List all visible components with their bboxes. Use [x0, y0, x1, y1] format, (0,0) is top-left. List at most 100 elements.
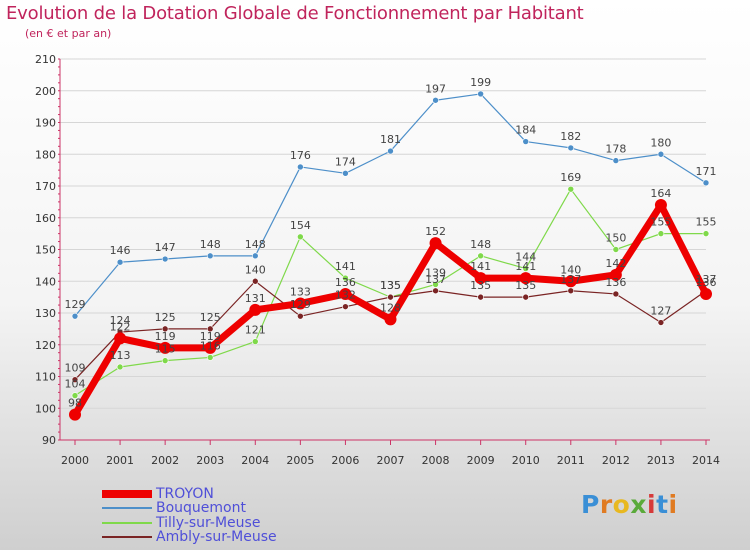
data-label-ambly-sur-meuse: 109 — [65, 362, 86, 375]
data-label-tilly-sur-meuse: 104 — [65, 378, 86, 391]
data-point-bouquemont — [522, 138, 530, 145]
logo-letter: P — [581, 490, 600, 519]
data-label-bouquemont: 197 — [425, 82, 446, 95]
data-label-tilly-sur-meuse: 121 — [245, 324, 266, 337]
legend-label: Ambly-sur-Meuse — [156, 529, 277, 545]
y-tick-label: 170 — [35, 180, 56, 193]
logo-letter: i — [668, 490, 678, 519]
data-point-ambly-sur-meuse — [387, 293, 394, 301]
data-label-ambly-sur-meuse: 136 — [605, 276, 626, 289]
data-point-bouquemont — [116, 258, 124, 266]
data-point-troyon — [294, 297, 307, 310]
logo-letter: x — [630, 490, 647, 519]
data-label-troyon: 136 — [335, 276, 356, 289]
chart-subtitle: (en € et par an) — [25, 27, 112, 40]
data-point-troyon — [159, 341, 172, 354]
data-point-troyon — [249, 303, 262, 316]
data-label-troyon: 133 — [290, 285, 311, 298]
data-label-troyon: 131 — [245, 292, 266, 305]
data-point-tilly-sur-meuse — [612, 246, 620, 253]
data-point-tilly-sur-meuse — [522, 265, 530, 272]
x-tick-label: 2006 — [331, 454, 359, 467]
legend-item-bouquemont: Bouquemont — [102, 500, 246, 516]
data-label-ambly-sur-meuse: 125 — [155, 311, 176, 324]
x-tick-label: 2012 — [602, 454, 630, 467]
y-tick-label: 130 — [35, 307, 56, 320]
data-point-bouquemont — [477, 90, 484, 98]
data-point-tilly-sur-meuse — [297, 233, 304, 241]
data-label-tilly-sur-meuse: 116 — [200, 339, 221, 352]
data-point-tilly-sur-meuse — [161, 357, 169, 364]
data-label-troyon: 141 — [470, 260, 491, 273]
data-label-tilly-sur-meuse: 154 — [290, 219, 311, 232]
data-label-tilly-sur-meuse: 148 — [470, 238, 491, 251]
y-tick-label: 210 — [35, 53, 56, 66]
y-tick-label: 90 — [42, 434, 56, 447]
data-point-tilly-sur-meuse — [342, 274, 349, 282]
x-tick-label: 2005 — [286, 454, 314, 467]
data-point-ambly-sur-meuse — [612, 290, 620, 298]
proxiti-logo: Proxiti — [581, 490, 678, 519]
data-point-tilly-sur-meuse — [702, 230, 710, 237]
x-tick-label: 2003 — [196, 454, 224, 467]
x-tick-label: 2014 — [692, 454, 720, 467]
data-label-troyon: 140 — [560, 263, 581, 276]
data-point-ambly-sur-meuse — [251, 277, 259, 285]
data-label-ambly-sur-meuse: 125 — [200, 311, 221, 324]
data-label-ambly-sur-meuse: 140 — [245, 263, 266, 276]
data-label-ambly-sur-meuse: 137 — [696, 273, 717, 286]
data-point-troyon — [609, 268, 622, 281]
legend-swatch — [102, 490, 152, 498]
data-label-ambly-sur-meuse: 124 — [110, 314, 131, 327]
series-line-tilly-sur-meuse — [74, 188, 707, 397]
data-label-bouquemont: 182 — [560, 130, 581, 143]
data-point-bouquemont — [432, 96, 439, 104]
data-label-troyon: 141 — [515, 260, 536, 273]
data-label-troyon: 164 — [650, 187, 671, 200]
data-label-troyon: 128 — [380, 301, 401, 314]
data-point-bouquemont — [387, 147, 394, 155]
data-label-tilly-sur-meuse: 144 — [515, 251, 536, 264]
data-point-troyon — [69, 408, 81, 421]
data-label-tilly-sur-meuse: 169 — [560, 171, 581, 184]
data-label-ambly-sur-meuse: 135 — [515, 279, 536, 292]
data-point-tilly-sur-meuse — [71, 392, 79, 399]
y-tick-label: 160 — [35, 212, 56, 225]
data-point-tilly-sur-meuse — [657, 230, 665, 237]
data-label-troyon: 142 — [605, 257, 626, 270]
data-label-bouquemont: 148 — [200, 238, 221, 251]
data-point-bouquemont — [702, 179, 710, 187]
data-point-bouquemont — [251, 252, 259, 260]
y-tick-label: 190 — [35, 117, 56, 130]
data-label-bouquemont: 148 — [245, 238, 266, 251]
data-label-ambly-sur-meuse: 135 — [380, 279, 401, 292]
legend-item-ambly-sur-meuse: Ambly-sur-Meuse — [102, 529, 277, 545]
data-label-troyon: 122 — [110, 320, 131, 333]
data-label-tilly-sur-meuse: 155 — [650, 216, 671, 229]
y-tick-label: 120 — [35, 339, 56, 352]
data-point-tilly-sur-meuse — [477, 252, 484, 260]
data-label-bouquemont: 176 — [290, 149, 311, 162]
y-tick-label: 180 — [35, 148, 56, 161]
data-label-bouquemont: 180 — [650, 136, 671, 149]
chart-title: Evolution de la Dotation Globale de Fonc… — [6, 3, 584, 24]
y-tick-label: 140 — [35, 275, 56, 288]
logo-letter: o — [612, 490, 631, 519]
legend-item-troyon: TROYON — [102, 486, 214, 502]
data-label-ambly-sur-meuse: 132 — [335, 289, 356, 302]
data-point-tilly-sur-meuse — [251, 338, 259, 345]
data-label-tilly-sur-meuse: 115 — [155, 343, 176, 356]
data-label-bouquemont: 129 — [65, 298, 86, 311]
data-point-ambly-sur-meuse — [71, 376, 79, 383]
data-point-troyon — [700, 287, 712, 300]
data-point-troyon — [384, 313, 397, 326]
data-point-troyon — [339, 287, 352, 300]
data-label-troyon: 152 — [425, 225, 446, 238]
data-point-ambly-sur-meuse — [342, 303, 349, 310]
data-point-tilly-sur-meuse — [432, 281, 439, 288]
data-label-ambly-sur-meuse: 137 — [425, 273, 446, 286]
legend-label: Tilly-sur-Meuse — [156, 515, 261, 531]
x-tick-label: 2013 — [647, 454, 675, 467]
data-point-troyon — [114, 332, 127, 345]
data-label-tilly-sur-meuse: 139 — [425, 266, 446, 279]
